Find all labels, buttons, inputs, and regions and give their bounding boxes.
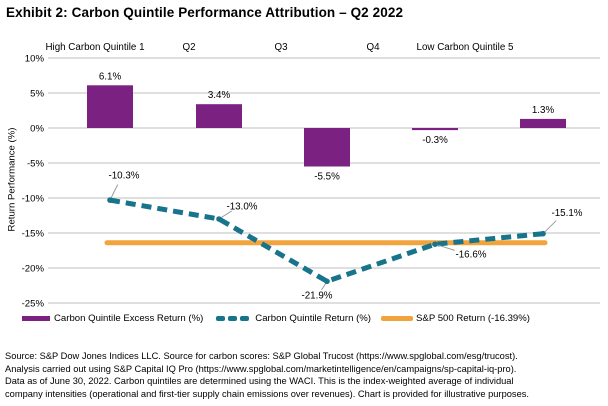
bar-5: [520, 118, 566, 128]
y-tick-label: -15%: [22, 228, 45, 239]
category-label: High Carbon Quintile 1: [45, 42, 144, 53]
category-label: Q4: [366, 42, 380, 53]
y-tick-label: 0%: [30, 123, 44, 134]
bar-value-label: 6.1%: [99, 71, 122, 82]
bar-value-label: 1.3%: [532, 105, 555, 116]
legend-item-quintile-return: Carbon Quintile Return (%): [216, 313, 371, 324]
category-label: Low Carbon Quintile 5: [417, 42, 514, 53]
label-leader-line: [434, 243, 455, 251]
line-value-label: -13.0%: [226, 201, 257, 212]
line-point-marker: [540, 230, 546, 237]
y-axis-title: Return Performance (%): [6, 127, 18, 232]
source-line: Analysis carried out using S&P Capital I…: [5, 363, 517, 374]
legend-label: Carbon Quintile Return (%): [255, 313, 372, 324]
chart-canvas: 10% 5% 0% -5% -10% -15% -20% -25% High Carbon Qu…: [22, 42, 600, 309]
y-tick-label: -5%: [27, 158, 45, 169]
line-point-marker: [324, 278, 330, 285]
source-line: Data as of June 30, 2022. Carbon quintil…: [5, 376, 514, 387]
dashed-line-series-swatch-icon: [216, 316, 252, 321]
bar-2: [196, 104, 242, 128]
line-point-marker: [432, 241, 438, 247]
y-tick-label: -10%: [22, 193, 45, 204]
bar-value-label: -5.5%: [314, 172, 340, 183]
category-label: Q2: [182, 42, 195, 53]
legend-item-sp500-return: S&P 500 Return (-16.39%): [381, 313, 530, 324]
label-leader-line: [542, 220, 557, 235]
label-leader-line: [109, 184, 119, 201]
source-note: Source: S&P Dow Jones Indices LLC. Sourc…: [5, 350, 529, 400]
line-point-marker: [216, 216, 222, 222]
legend-label: Carbon Quintile Excess Return (%): [54, 313, 204, 324]
bar-4: [412, 128, 458, 131]
line-value-label: -21.9%: [301, 291, 332, 302]
category-label: Q3: [274, 42, 288, 53]
source-line: Source: S&P Dow Jones Indices LLC. Sourc…: [5, 351, 518, 361]
legend-item-excess-return: Carbon Quintile Excess Return (%): [22, 313, 203, 324]
y-tick-label: 10%: [25, 53, 45, 64]
y-tick-label: -25%: [22, 298, 45, 309]
bar-value-label: -0.3%: [422, 135, 448, 146]
quintile-return-line: [109, 197, 544, 285]
bar-1: [87, 85, 133, 128]
y-tick-label: -20%: [22, 263, 45, 274]
reference-line-swatch-icon: [381, 316, 414, 321]
bar-value-label: 3.4%: [208, 90, 231, 101]
page-title: Exhibit 2: Carbon Quintile Performance A…: [6, 5, 404, 20]
bar-3: [304, 128, 350, 167]
line-value-label: -16.6%: [455, 250, 486, 261]
line-point-marker: [107, 197, 113, 203]
source-line: company intensities (operational and fir…: [5, 388, 529, 399]
legend-label: S&P 500 Return (-16.39%): [416, 313, 530, 324]
bar-series-swatch-icon: [22, 316, 50, 321]
y-tick-label: 5%: [30, 88, 44, 99]
line-value-label: -10.3%: [108, 171, 139, 182]
line-value-label: -15.1%: [551, 208, 582, 219]
chart-legend: Carbon Quintile Excess Return (%) Carbon…: [22, 313, 530, 324]
